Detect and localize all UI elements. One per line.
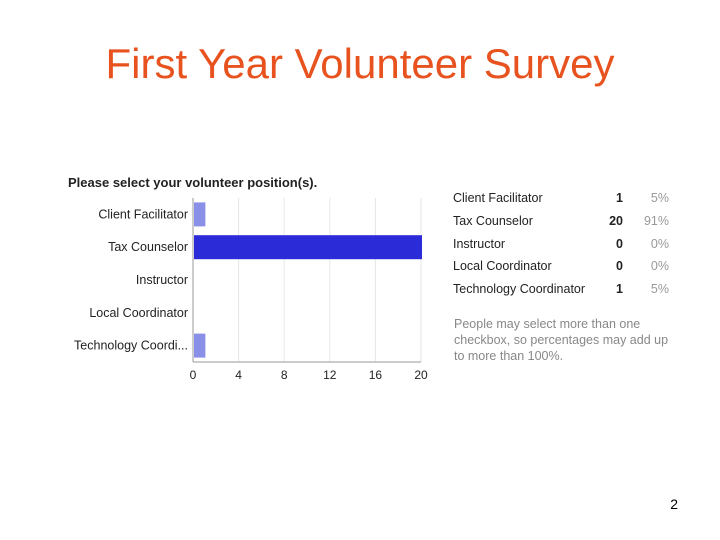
x-tick-label: 8 (281, 368, 288, 382)
row-count: 1 (616, 191, 623, 205)
row-count: 20 (609, 213, 623, 228)
x-tick-label: 20 (414, 368, 428, 382)
summary-row: Instructor 0 0% (453, 235, 673, 258)
x-tick-label: 0 (190, 368, 197, 382)
category-label: Local Coordinator (89, 306, 188, 320)
row-percent: 0% (650, 236, 669, 251)
row-label: Instructor (453, 236, 506, 251)
row-percent: 91% (643, 213, 669, 228)
category-label: Instructor (136, 273, 188, 287)
bar (194, 235, 422, 260)
x-tick-label: 4 (235, 368, 242, 382)
summary-row: Technology Coordinator 1 5% (453, 280, 673, 303)
category-label: Tax Counselor (108, 240, 188, 254)
summary-row: Tax Counselor 20 91% (453, 212, 673, 235)
row-count: 0 (616, 259, 623, 274)
bar (194, 333, 206, 358)
row-label: Client Facilitator (453, 191, 543, 205)
question-title: Please select your volunteer position(s)… (68, 175, 318, 190)
row-percent: 5% (650, 191, 669, 205)
row-label: Local Coordinator (453, 259, 552, 274)
summary-row: Local Coordinator 0 0% (453, 257, 673, 280)
row-label: Tax Counselor (453, 213, 533, 228)
row-label: Technology Coordinator (453, 282, 586, 297)
row-percent: 5% (650, 282, 669, 297)
row-count: 0 (616, 236, 623, 251)
summary-table: Client Facilitator 1 5% Tax Counselor 20… (453, 189, 673, 303)
slide-title: First Year Volunteer Survey (105, 40, 615, 87)
category-label: Client Facilitator (98, 207, 188, 221)
row-percent: 0% (650, 259, 669, 274)
x-tick-label: 16 (369, 368, 383, 382)
page-number: 2 (670, 496, 678, 512)
row-count: 1 (616, 282, 623, 297)
x-tick-label: 12 (323, 368, 337, 382)
summary-row: Client Facilitator 1 5% (453, 189, 673, 212)
category-label: Technology Coordi... (74, 339, 188, 353)
survey-note: People may select more than one checkbox… (454, 317, 669, 363)
bar-chart: 0 4 8 12 16 20 Client Facilitator Tax Counselor… (74, 198, 428, 382)
bar (194, 202, 206, 227)
